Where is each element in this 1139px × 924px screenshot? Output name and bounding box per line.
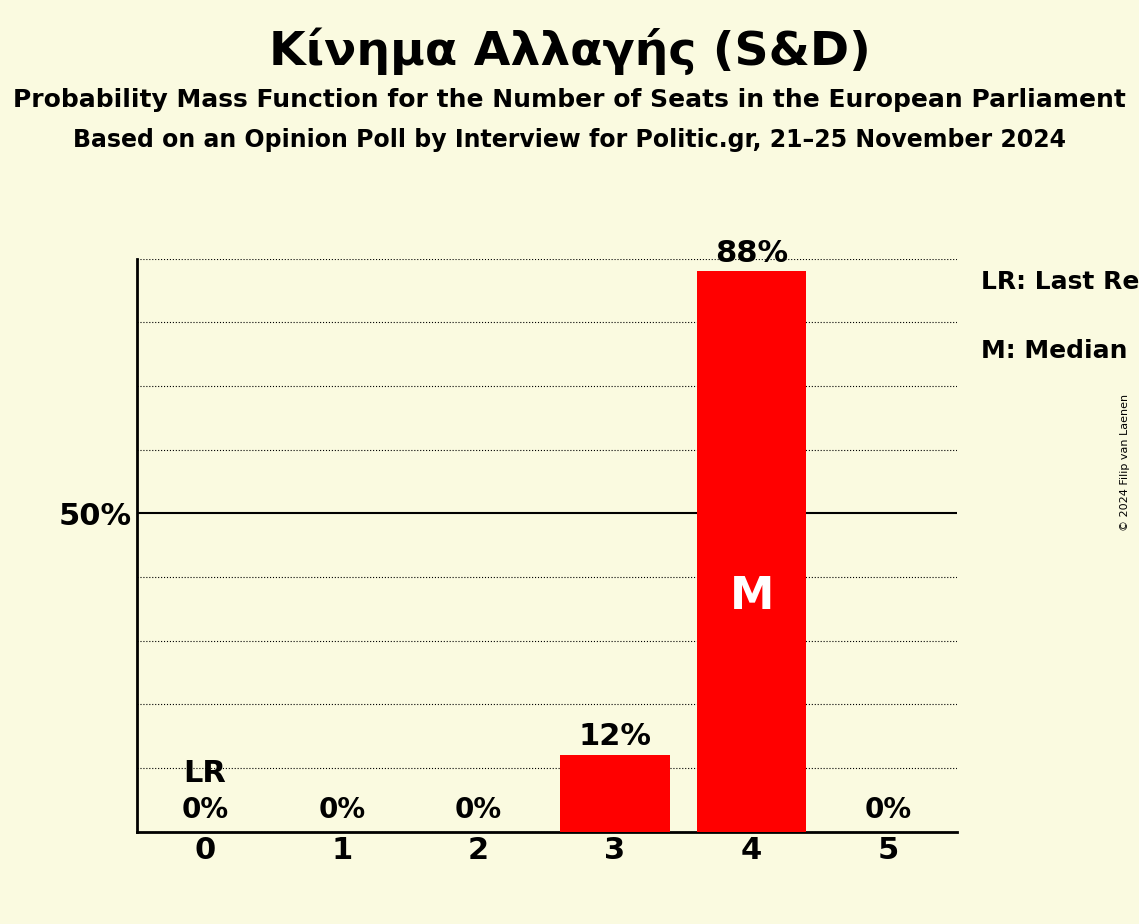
Text: 88%: 88%	[715, 238, 788, 268]
Text: M: M	[730, 575, 773, 618]
Text: LR: LR	[183, 760, 227, 788]
Text: © 2024 Filip van Laenen: © 2024 Filip van Laenen	[1120, 394, 1130, 530]
Text: 12%: 12%	[579, 723, 652, 751]
Text: M: Median: M: Median	[982, 339, 1128, 363]
Text: 0%: 0%	[865, 796, 912, 824]
Text: LR: Last Result: LR: Last Result	[982, 270, 1139, 294]
Text: Based on an Opinion Poll by Interview for Politic.gr, 21–25 November 2024: Based on an Opinion Poll by Interview fo…	[73, 128, 1066, 152]
Bar	[697, 272, 806, 832]
Text: Probability Mass Function for the Number of Seats in the European Parliament: Probability Mass Function for the Number…	[13, 88, 1126, 112]
Text: 0%: 0%	[454, 796, 502, 824]
Text: Κίνημα Αλλαγής (S&D): Κίνημα Αλλαγής (S&D)	[269, 28, 870, 75]
Text: 0%: 0%	[181, 796, 229, 824]
Text: 0%: 0%	[318, 796, 366, 824]
Bar	[560, 755, 670, 832]
